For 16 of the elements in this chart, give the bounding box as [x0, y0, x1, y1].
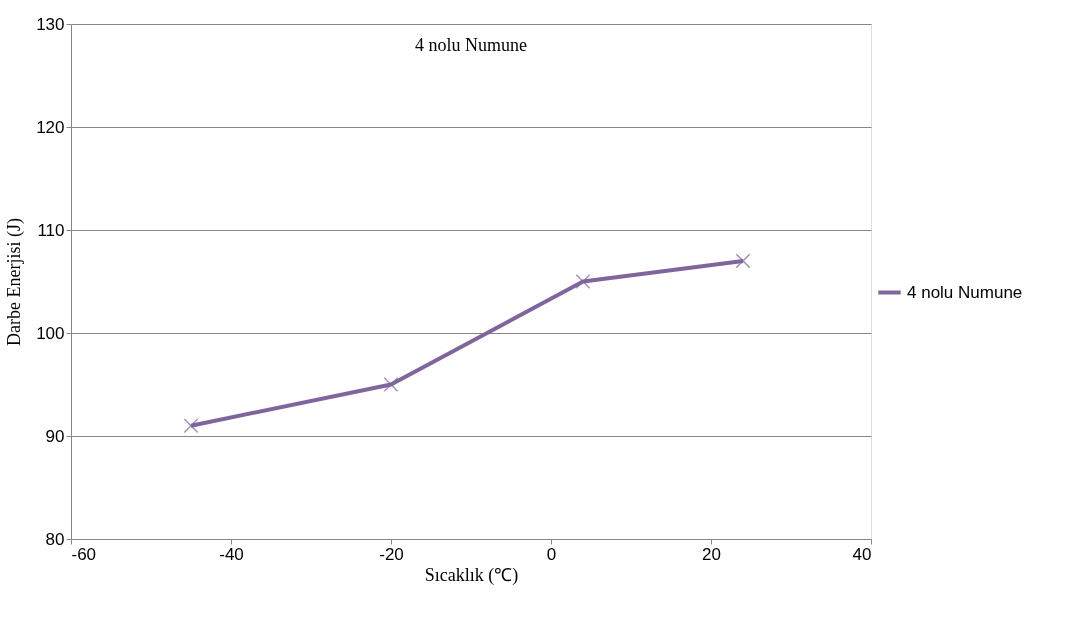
x-tick-label: 40 — [852, 544, 872, 564]
y-tick-label: 100 — [36, 323, 65, 343]
y-tick-label: 90 — [45, 426, 65, 446]
y-tick-label: 120 — [36, 117, 65, 137]
x-tick-label: 20 — [702, 544, 721, 564]
y-tick-label: 80 — [45, 529, 65, 549]
x-axis-title: Sıcaklık (℃) — [424, 564, 519, 586]
x-tick-label: -60 — [71, 544, 97, 564]
y-tick-label: 110 — [37, 220, 65, 240]
y-tick-label: 130 — [36, 14, 65, 34]
x-tick-label: -20 — [379, 544, 404, 564]
y-axis-title: Darbe Enerjisi (J) — [4, 218, 26, 346]
x-tick-label: -40 — [219, 544, 244, 564]
x-tick-label: 0 — [546, 544, 557, 564]
legend-label: 4 nolu Numune — [907, 282, 1023, 302]
text: 4 nolu Numune — [415, 35, 527, 55]
